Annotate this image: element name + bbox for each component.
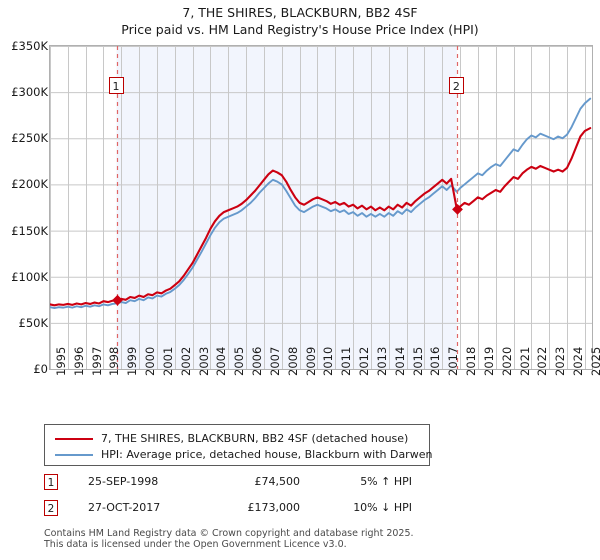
y-axis-tick-label: £200K [11,177,48,192]
transaction-list: 1 25-SEP-1998 £74,500 5% ↑ HPI 2 27-OCT-… [44,473,464,525]
chart-legend: 7, THE SHIRES, BLACKBURN, BB2 4SF (detac… [44,424,432,466]
x-axis-tick-label: 2006 [250,346,265,376]
x-axis-tick-label: 2024 [571,346,586,376]
transaction-date: 25-SEP-1998 [88,475,159,488]
plot-area [49,45,593,370]
y-axis-tick-label: £100K [11,269,48,284]
transaction-index-badge: 2 [44,500,58,516]
x-axis-tick-label: 1998 [107,346,122,376]
footer-attribution: Contains HM Land Registry data © Crown c… [44,528,584,550]
x-axis-tick-label: 1997 [89,346,104,376]
x-axis-tick-label: 2010 [321,346,336,376]
x-axis-tick-label: 2012 [357,346,372,376]
plot-marker-badge-2: 2 [448,77,464,94]
x-axis-tick-label: 2007 [267,346,282,376]
transaction-price: £74,500 [254,475,301,488]
x-axis-tick-label: 2025 [588,346,600,376]
x-axis-tick-label: 2013 [374,346,389,376]
legend-label-hpi: HPI: Average price, detached house, Blac… [101,448,433,461]
y-axis-tick-label: £0 [33,362,48,376]
x-axis-tick-label: 1996 [71,346,86,376]
x-axis-tick-label: 2000 [143,346,158,376]
table-row: 1 25-SEP-1998 £74,500 5% ↑ HPI [44,473,464,499]
x-axis-tick-label: 2002 [178,346,193,376]
legend-item-price-paid: 7, THE SHIRES, BLACKBURN, BB2 4SF (detac… [51,431,423,446]
transaction-point-1 [112,294,123,306]
x-axis-tick-label: 1999 [125,346,140,376]
title-line-1: 7, THE SHIRES, BLACKBURN, BB2 4SF [182,5,418,20]
y-axis-tick-label: £50K [18,315,49,330]
transaction-point-2 [452,203,463,215]
y-axis-tick-label: £250K [11,131,48,146]
x-axis-tick-label: 2008 [285,346,300,376]
x-axis-tick-label: 2015 [410,346,425,376]
x-axis-tick-label: 2022 [535,346,550,376]
y-axis-tick-label: £150K [11,223,48,238]
series-line-hpi [50,97,592,310]
table-row: 2 27-OCT-2017 £173,000 10% ↓ HPI [44,499,464,525]
ownership-highlight-band [116,46,457,369]
series-line-price-paid [50,127,592,307]
x-axis-tick-label: 2001 [160,346,175,376]
y-axis-tick-label: £350K [11,39,48,53]
transaction-price: £173,000 [247,501,301,514]
plot-svg [50,46,592,369]
x-axis-tick-label: 2023 [553,346,568,376]
footer-line-1: Contains HM Land Registry data © Crown c… [44,528,414,539]
legend-swatch-hpi [55,453,93,456]
transaction-index-badge: 1 [44,474,58,490]
x-axis-tick-label: 2003 [196,346,211,376]
x-axis-tick-label: 2018 [464,346,479,376]
x-axis-tick-label: 2011 [339,346,354,376]
transaction-hpi-delta: 5% ↑ HPI [360,475,412,488]
transaction-hpi-delta: 10% ↓ HPI [353,501,412,514]
legend-swatch-price-paid [55,437,93,440]
x-axis-tick-label: 2019 [481,346,496,376]
footer-line-2: This data is licensed under the Open Gov… [44,539,347,550]
title-line-2: Price paid vs. HM Land Registry's House … [121,22,479,37]
x-axis-tick-label: 2021 [517,346,532,376]
x-axis-tick-label: 1995 [54,346,68,376]
x-axis-tick-label: 2020 [499,346,514,376]
page-title: 7, THE SHIRES, BLACKBURN, BB2 4SF Price … [0,4,600,38]
y-axis-tick-label: £300K [11,85,48,100]
x-axis-tick-label: 2016 [428,346,443,376]
x-axis-tick-label: 2005 [232,346,247,376]
x-axis-tick-label: 2017 [446,346,461,376]
legend-label-price-paid: 7, THE SHIRES, BLACKBURN, BB2 4SF (detac… [101,432,409,445]
x-axis-tick-label: 2009 [303,346,318,376]
legend-item-hpi: HPI: Average price, detached house, Blac… [51,447,432,462]
x-axis-tick-label: 2014 [392,346,407,376]
transaction-date: 27-OCT-2017 [88,501,161,514]
x-axis-tick-label: 2004 [214,346,229,376]
plot-marker-badge-1: 1 [108,77,124,94]
chart-area: £0 £50K £100K £150K £200K £250K £300K £350K 199… [0,39,600,376]
